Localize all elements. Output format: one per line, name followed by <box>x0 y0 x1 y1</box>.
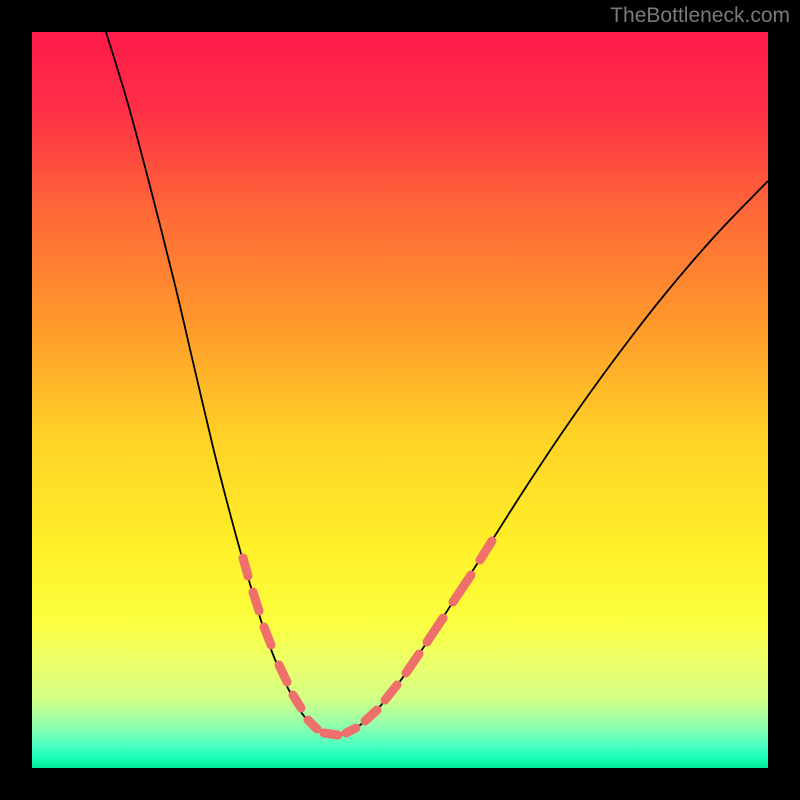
dash-segment <box>324 733 338 735</box>
dash-segment <box>346 728 356 733</box>
plot-area <box>32 32 768 768</box>
dash-segment <box>253 592 259 611</box>
gradient-background <box>32 32 768 768</box>
dash-segment <box>308 720 317 729</box>
plot-svg <box>32 32 768 768</box>
chart-frame: TheBottleneck.com <box>0 0 800 800</box>
watermark-text: TheBottleneck.com <box>610 4 790 28</box>
dash-segment <box>243 558 248 576</box>
